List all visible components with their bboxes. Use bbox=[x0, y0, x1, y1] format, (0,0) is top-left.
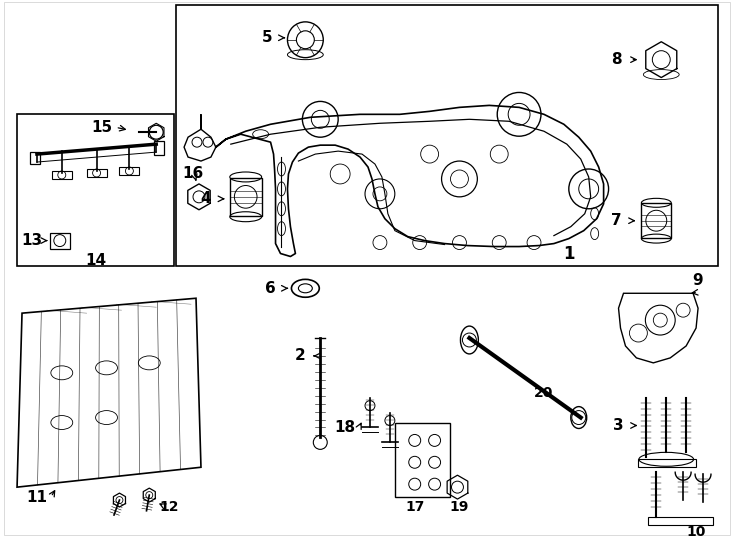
Bar bbox=[50, 233, 70, 248]
Bar bbox=[648, 517, 713, 525]
Bar bbox=[30, 152, 40, 164]
Bar bbox=[154, 141, 164, 155]
Bar bbox=[17, 114, 174, 266]
Bar bbox=[642, 203, 671, 238]
Bar bbox=[639, 460, 696, 467]
Bar bbox=[120, 167, 139, 175]
Text: 6: 6 bbox=[265, 281, 276, 296]
Text: 8: 8 bbox=[611, 52, 622, 67]
Bar bbox=[52, 171, 72, 179]
Text: 18: 18 bbox=[335, 420, 356, 435]
Text: 14: 14 bbox=[85, 253, 106, 268]
Text: 15: 15 bbox=[91, 120, 112, 135]
Text: 13: 13 bbox=[21, 233, 43, 248]
Bar bbox=[176, 5, 718, 266]
Text: 1: 1 bbox=[563, 245, 575, 262]
Text: 20: 20 bbox=[534, 386, 553, 400]
Text: 19: 19 bbox=[450, 500, 469, 514]
Text: 5: 5 bbox=[262, 30, 273, 45]
Text: 12: 12 bbox=[159, 500, 179, 514]
Text: 16: 16 bbox=[182, 166, 203, 181]
Text: 4: 4 bbox=[200, 191, 211, 206]
Text: 17: 17 bbox=[405, 500, 424, 514]
Text: 2: 2 bbox=[295, 348, 306, 363]
Text: 11: 11 bbox=[26, 490, 48, 504]
Text: 9: 9 bbox=[693, 273, 703, 288]
Bar bbox=[230, 178, 261, 216]
Text: 7: 7 bbox=[611, 213, 622, 228]
Text: 10: 10 bbox=[686, 525, 706, 539]
Bar bbox=[87, 169, 106, 177]
Bar bbox=[395, 422, 449, 497]
Text: 3: 3 bbox=[613, 418, 624, 433]
